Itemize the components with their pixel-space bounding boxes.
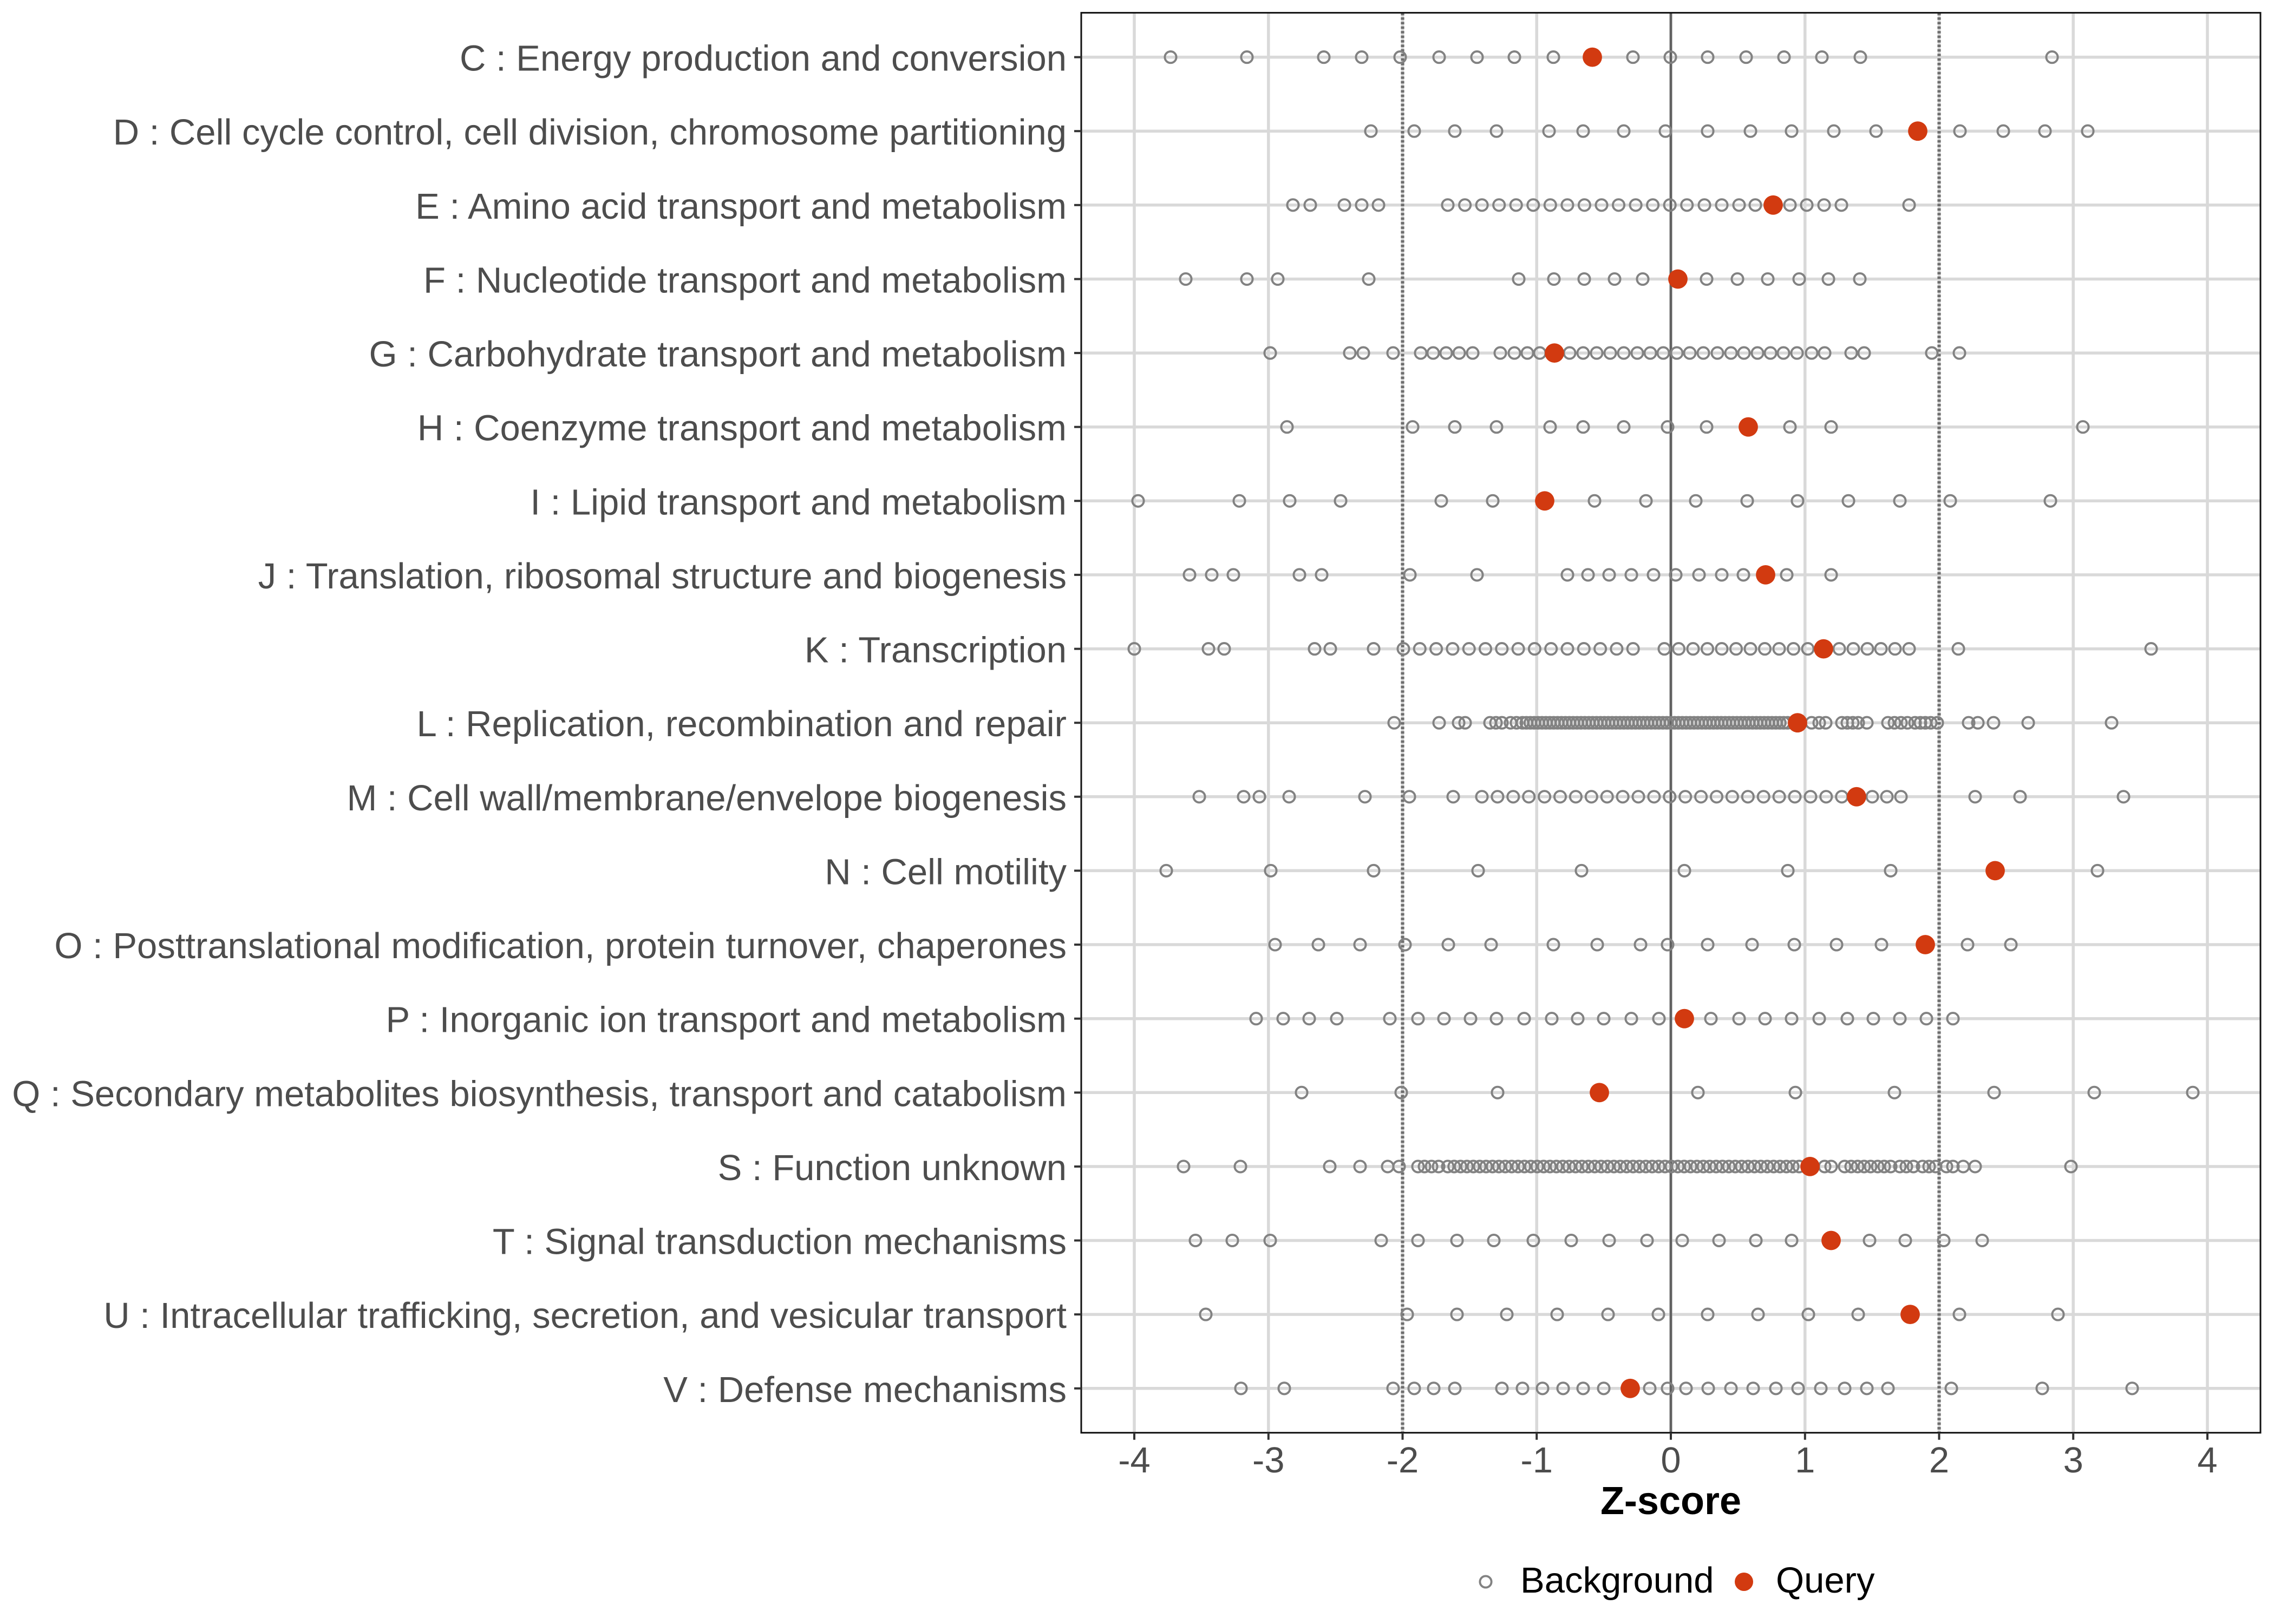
svg-text:P : Inorganic ion transport an: P : Inorganic ion transport and metaboli… <box>385 1000 1067 1040</box>
svg-text:D : Cell cycle control, cell d: D : Cell cycle control, cell division, c… <box>113 112 1067 153</box>
svg-text:K : Transcription: K : Transcription <box>805 630 1067 671</box>
svg-text:-4: -4 <box>1118 1440 1151 1481</box>
svg-text:Background: Background <box>1520 1560 1714 1601</box>
svg-text:Query: Query <box>1776 1560 1875 1601</box>
svg-text:O : Posttranslational modifica: O : Posttranslational modification, prot… <box>54 926 1067 966</box>
svg-text:T : Signal transduction mechan: T : Signal transduction mechanisms <box>493 1222 1067 1262</box>
svg-text:-1: -1 <box>1520 1440 1553 1481</box>
svg-text:U : Intracellular trafficking,: U : Intracellular trafficking, secretion… <box>103 1295 1067 1336</box>
svg-text:Z-score: Z-score <box>1600 1479 1741 1523</box>
svg-text:G : Carbohydrate transport and: G : Carbohydrate transport and metabolis… <box>369 334 1067 375</box>
svg-text:J : Translation, ribosomal str: J : Translation, ribosomal structure and… <box>258 556 1067 597</box>
svg-text:-3: -3 <box>1252 1440 1285 1481</box>
svg-text:1: 1 <box>1795 1440 1815 1481</box>
svg-text:-2: -2 <box>1387 1440 1419 1481</box>
svg-text:N : Cell motility: N : Cell motility <box>825 852 1067 892</box>
svg-text:F : Nucleotide transport and m: F : Nucleotide transport and metabolism <box>423 260 1067 301</box>
svg-text:3: 3 <box>2063 1440 2083 1481</box>
svg-text:S : Function unknown: S : Function unknown <box>718 1148 1067 1188</box>
svg-text:L : Replication, recombination: L : Replication, recombination and repai… <box>417 704 1067 744</box>
svg-text:V : Defense mechanisms: V : Defense mechanisms <box>663 1370 1067 1410</box>
svg-text:E : Amino acid transport and m: E : Amino acid transport and metabolism <box>415 186 1067 227</box>
svg-text:4: 4 <box>2197 1440 2217 1481</box>
svg-text:0: 0 <box>1661 1440 1681 1481</box>
svg-text:2: 2 <box>1929 1440 1949 1481</box>
svg-text:C : Energy production and conv: C : Energy production and conversion <box>460 38 1067 79</box>
svg-text:Q : Secondary metabolites bios: Q : Secondary metabolites biosynthesis, … <box>12 1073 1067 1114</box>
svg-text:I : Lipid transport and metabo: I : Lipid transport and metabolism <box>530 482 1067 522</box>
svg-text:H : Coenzyme transport and met: H : Coenzyme transport and metabolism <box>417 408 1067 449</box>
svg-text:M : Cell wall/membrane/envelop: M : Cell wall/membrane/envelope biogenes… <box>347 778 1067 818</box>
